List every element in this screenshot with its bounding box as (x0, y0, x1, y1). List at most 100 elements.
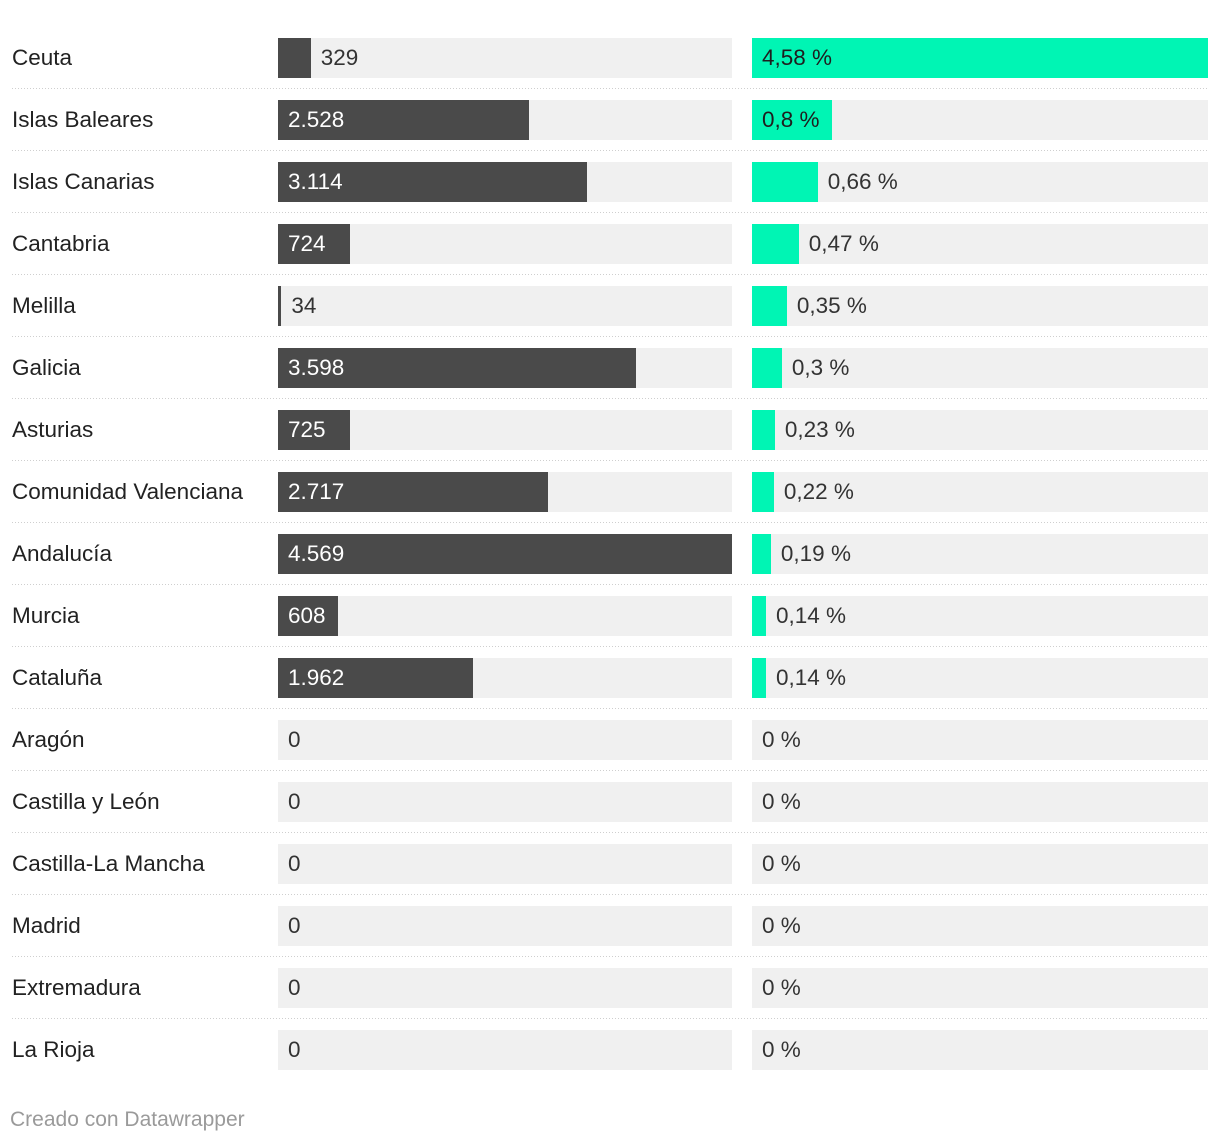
region-label: Cantabria (12, 231, 110, 256)
region-label: Madrid (12, 913, 81, 938)
count-bar-track: 3.114 (278, 162, 732, 202)
percent-bar (752, 100, 832, 140)
region-label: Asturias (12, 417, 94, 442)
table-row: Castilla y León 0 0 % (12, 771, 1208, 833)
table-row: Islas Baleares 2.528 0,8 % (12, 89, 1208, 151)
count-bar (278, 348, 636, 388)
count-bar-track: 0 (278, 782, 732, 822)
percent-value-label: 0,22 % (783, 479, 854, 504)
count-bar (278, 534, 732, 574)
count-value-label: 2.528 (288, 107, 345, 132)
percent-bar-track: 0,14 % (752, 658, 1208, 698)
count-bar (278, 100, 530, 140)
percent-bar-track: 0 % (752, 906, 1208, 946)
count-bar-track: 3.598 (278, 348, 732, 388)
percent-value-label: 0 % (762, 913, 801, 938)
table-row: Castilla-La Mancha 0 0 % (12, 833, 1208, 895)
count-value-label: 2.717 (288, 479, 345, 504)
count-bar (278, 162, 588, 202)
count-bar (278, 410, 351, 450)
percent-bar-track: 0 % (752, 968, 1208, 1008)
count-bar (278, 224, 350, 264)
percent-value-label: 0,3 % (791, 355, 850, 380)
percent-value-label: 4,58 % (762, 45, 833, 70)
count-bar (278, 596, 339, 636)
count-bar-track: 724 (278, 224, 732, 264)
count-bar (278, 286, 282, 326)
table-row: Madrid 0 0 % (12, 895, 1208, 957)
count-value-label: 329 (320, 45, 359, 70)
table-row: Islas Canarias 3.114 0,66 % (12, 151, 1208, 213)
percent-bar-track: 0,14 % (752, 596, 1208, 636)
percent-bar-track: 0,35 % (752, 286, 1208, 326)
table-row: Galicia 3.598 0,3 % (12, 337, 1208, 399)
count-value-label: 608 (288, 603, 326, 628)
count-bar (278, 472, 548, 512)
region-label: Andalucía (12, 541, 113, 566)
percent-bar (752, 472, 774, 512)
count-value-label: 724 (288, 231, 326, 256)
table-row: Comunidad Valenciana 2.717 0,22 % (12, 461, 1208, 523)
region-label: Castilla y León (12, 789, 160, 814)
percent-bar-track: 0,66 % (752, 162, 1208, 202)
percent-bar (752, 410, 775, 450)
table-row: Cataluña 1.962 0,14 % (12, 647, 1208, 709)
table-row: Melilla 34 0,35 % (12, 275, 1208, 337)
percent-bar (752, 658, 766, 698)
percent-value-label: 0,14 % (775, 603, 846, 628)
region-label: Castilla-La Mancha (12, 851, 205, 876)
percent-value-label: 0,35 % (796, 293, 867, 318)
percent-bar-track: 0,47 % (752, 224, 1208, 264)
region-label: Galicia (12, 355, 81, 380)
region-label: Extremadura (12, 975, 141, 1000)
percent-value-label: 0,47 % (808, 231, 879, 256)
percent-value-label: 0,23 % (784, 417, 855, 442)
percent-bar (752, 162, 818, 202)
percent-bar (752, 224, 799, 264)
region-label: Comunidad Valenciana (12, 479, 243, 504)
count-value-label: 0 (288, 1037, 301, 1062)
bar-table: Ceuta 329 4,58 % Islas Baleares 2.528 0,8 % Is… (12, 27, 1208, 1081)
count-value-label: 725 (288, 417, 326, 442)
percent-bar (752, 286, 787, 326)
region-label: Cataluña (12, 665, 103, 690)
table-row: Ceuta 329 4,58 % (12, 27, 1208, 89)
percent-value-label: 0,66 % (827, 169, 898, 194)
count-bar-track: 0 (278, 906, 732, 946)
region-label: Aragón (12, 727, 85, 752)
percent-bar-track: 0,19 % (752, 534, 1208, 574)
region-label: Islas Baleares (12, 107, 154, 132)
count-bar-track: 2.528 (278, 100, 732, 140)
count-bar-track: 4.569 (278, 534, 732, 574)
count-bar-track: 0 (278, 720, 732, 760)
table-row: Murcia 608 0,14 % (12, 585, 1208, 647)
count-bar-track: 2.717 (278, 472, 732, 512)
region-label: La Rioja (12, 1037, 95, 1062)
percent-value-label: 0,8 % (762, 107, 820, 132)
percent-bar-track: 4,58 % (752, 38, 1208, 78)
table-row: Extremadura 0 0 % (12, 957, 1208, 1019)
count-value-label: 34 (291, 293, 317, 318)
count-bar-track: 0 (278, 968, 732, 1008)
datawrapper-credit: Creado con Datawrapper (10, 1108, 245, 1131)
region-label: Ceuta (12, 45, 73, 70)
count-bar-track: 608 (278, 596, 732, 636)
table-row: Asturias 725 0,23 % (12, 399, 1208, 461)
count-value-label: 0 (288, 789, 301, 814)
table-row: La Rioja 0 0 % (12, 1019, 1208, 1081)
percent-bar-track: 0 % (752, 720, 1208, 760)
percent-value-label: 0,14 % (775, 665, 846, 690)
percent-bar-track: 0 % (752, 1030, 1208, 1070)
table-row: Aragón 0 0 % (12, 709, 1208, 771)
percent-bar-track: 0,23 % (752, 410, 1208, 450)
percent-bar-track: 0,8 % (752, 100, 1208, 140)
percent-value-label: 0,19 % (780, 541, 851, 566)
percent-bar-track: 0,3 % (752, 348, 1208, 388)
count-value-label: 4.569 (288, 541, 345, 566)
table-row: Cantabria 724 0,47 % (12, 213, 1208, 275)
count-bar-track: 329 (278, 38, 732, 78)
percent-bar (752, 38, 1208, 78)
count-value-label: 0 (288, 727, 301, 752)
percent-value-label: 0 % (762, 851, 801, 876)
count-bar-track: 34 (278, 286, 732, 326)
